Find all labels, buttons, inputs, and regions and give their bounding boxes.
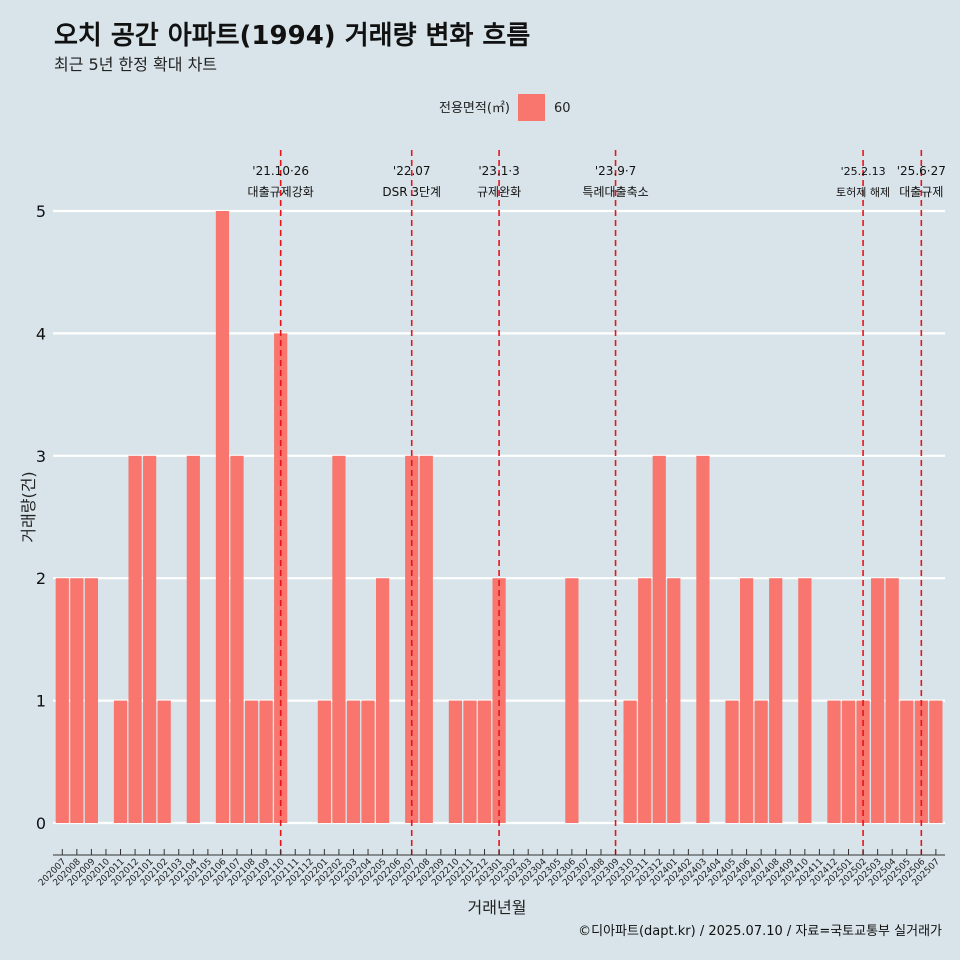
y-tick-label: 1 [36,692,46,711]
event-name-label: 특례대출축소 [582,185,648,199]
bar-202407 [754,700,768,823]
bar-202108 [244,700,259,823]
bar-202009 [84,578,98,823]
bar-202210 [448,700,462,823]
bar-202403 [696,455,710,823]
event-date-label: '21.10·26 [252,164,309,178]
bar-202410 [798,578,812,823]
event-name-label: 토허제 해제 [836,185,890,199]
y-tick-label: 5 [36,202,46,221]
bars [55,211,943,823]
bar-202507 [929,700,943,823]
bar-202406 [740,578,754,823]
y-axis-ticks: 0 1 2 3 4 5 [36,202,46,833]
bar-202212 [477,700,492,823]
bar-202201 [317,700,331,823]
source-caption: ©디아파트(dapt.kr) / 2025.07.10 / 자료=국토교통부 실… [578,924,942,939]
y-tick-label: 3 [36,447,46,466]
bar-202408 [769,578,783,823]
bar-202012 [128,455,142,823]
bar-202106 [215,211,230,823]
y-tick-label: 4 [36,324,46,343]
event-name-label: 규제완화 [477,185,521,199]
bar-202007 [55,578,69,823]
bar-202109 [259,700,273,823]
legend-swatch [518,94,545,121]
bar-202011 [113,700,128,823]
event-date-label: '23.9·7 [595,164,636,178]
event-date-label: '23.1·3 [478,164,519,178]
bar-202202 [332,455,346,823]
bar-202104 [186,455,200,823]
bar-202503 [871,578,885,823]
bar-202110 [274,333,288,823]
event-date-label: '25.6·27 [897,164,946,178]
bar-202204 [361,700,375,823]
bar-202311 [638,578,652,823]
legend-entry-label: 60 [554,101,571,116]
chart-title: 오치 공간 아파트(1994) 거래량 변화 흐름 [54,21,530,51]
legend: 전용면적(㎡) 60 [439,94,571,121]
bar-202501 [841,700,856,823]
bar-202306 [565,578,579,823]
bar-202107 [230,455,244,823]
bar-202310 [623,700,637,823]
y-tick-label: 0 [36,814,46,833]
bar-202504 [885,578,899,823]
event-name-label: 대출규제강화 [248,185,314,199]
event-name-label: DSR 3단계 [382,185,441,199]
x-axis: 2020072020082020092020102020112020122021… [37,849,945,888]
legend-title: 전용면적(㎡) [439,101,510,116]
bar-202208 [419,455,433,823]
bar-202008 [70,578,84,823]
bar-202205 [376,578,390,823]
y-axis-title: 거래량(건) [19,471,38,542]
bar-202211 [463,700,477,823]
x-axis-title: 거래년월 [468,898,527,917]
chart-subtitle: 최근 5년 한정 확대 차트 [54,55,217,74]
bar-202505 [900,700,914,823]
event-name-label: 대출규제 [899,185,943,199]
bar-202412 [827,700,841,823]
y-tick-label: 2 [36,569,46,588]
event-date-label: '22.07 [393,164,431,178]
bar-202102 [157,700,171,823]
event-annotations: '21.10·26 대출규제강화 '22.07 DSR 3단계 '23.1·3 규제완화 '… [248,150,946,855]
bar-202207 [405,455,419,823]
event-date-label: '25.2.13 [841,165,886,178]
bar-202312 [652,455,666,823]
bar-202203 [346,700,361,823]
bar-202401 [667,578,681,823]
bar-202405 [725,700,739,823]
bar-202101 [143,455,157,823]
